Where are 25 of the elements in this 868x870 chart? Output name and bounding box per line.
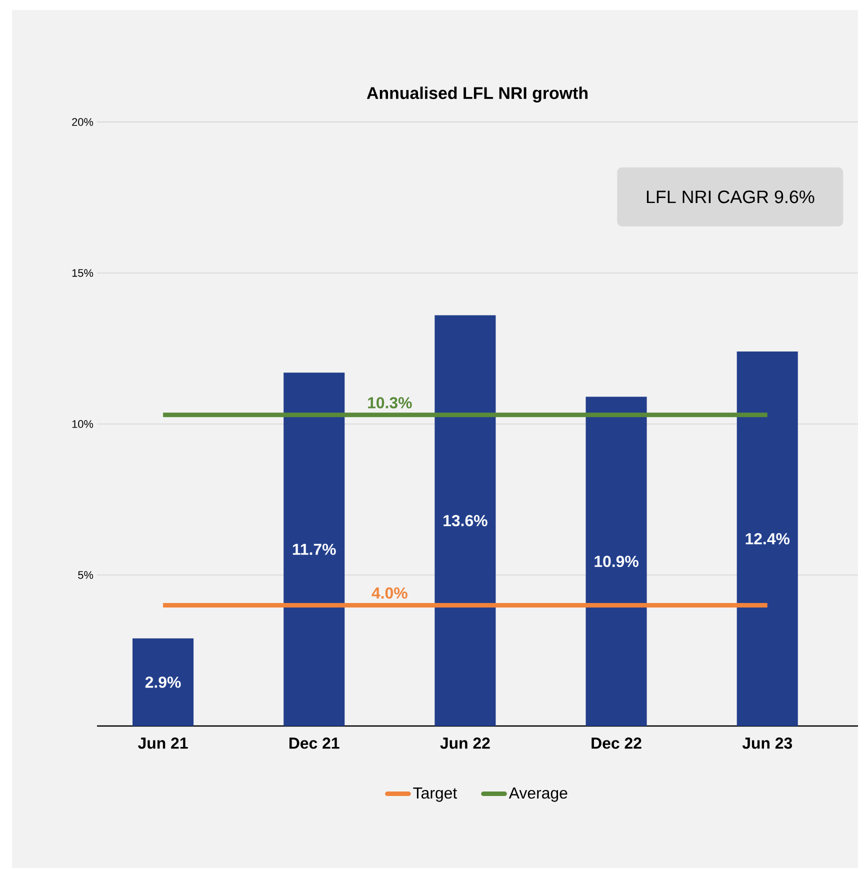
bar [434,315,496,726]
data-label: 13.6% [444,514,488,526]
annotation: LFL NRI CAGR 9.6% [646,190,814,204]
legend-label: Average [508,788,568,802]
data-label: 11.7% [292,544,336,555]
annotation: 10.3% [368,397,412,408]
x-tick-label: Jun 22 [440,738,490,749]
bar [132,638,194,726]
y-tick-label: 10% [72,420,94,428]
annotation: 4.0% [372,587,408,599]
x-tick-label: Jun 23 [742,738,792,749]
bar [284,372,345,726]
y-tick-label: 5% [78,571,94,579]
y-tick-label: 15% [72,269,94,277]
data-label: 10.9% [594,556,638,568]
bar [586,396,647,726]
bar [736,352,798,726]
x-tick-label: Jun 21 [138,738,188,749]
data-label: 2.9% [145,676,181,688]
data-label: 12.4% [746,533,790,544]
x-tick-label: Dec 21 [289,738,340,749]
x-tick-label: Dec 22 [592,738,642,749]
chart-title: Annualised LFL NRI growth [366,86,588,102]
legend-label: Target [413,788,458,802]
y-tick-label: 20% [72,118,94,126]
